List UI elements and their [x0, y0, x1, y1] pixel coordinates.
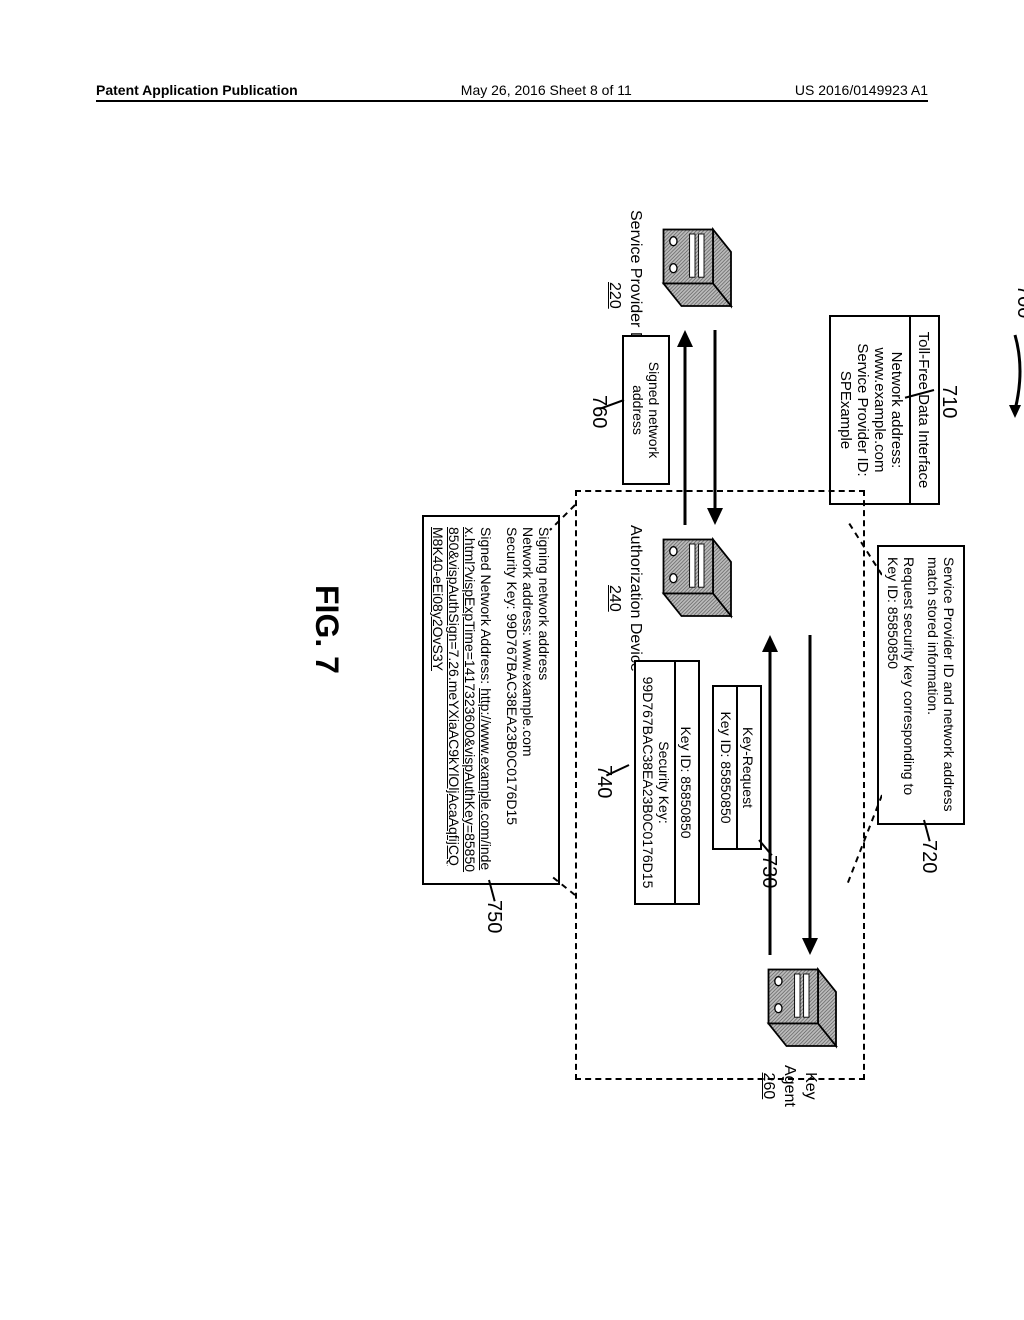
box710-line3: Service Provider ID:: [854, 327, 871, 493]
box740-l3: 99D767BAC38EA23B0C0176D15: [640, 666, 656, 899]
box710-line4: SPExample: [837, 327, 854, 493]
box750-signed: Signed Network Address: http://www.examp…: [430, 527, 494, 873]
box-760: Signed network address: [622, 335, 670, 485]
box-730: Key-Request Key ID: 85850850: [712, 685, 762, 850]
box730-l2: Key ID: 85850850: [718, 691, 734, 844]
box-710: Toll-Free Data Interface Network address…: [829, 315, 940, 505]
dashed-lead-750: [545, 495, 580, 905]
box730-l1: Key-Request: [740, 691, 756, 844]
box750-l4a: Signed Network Address:: [478, 527, 494, 688]
ref-720: 720: [917, 840, 940, 873]
box750-l2: Network address: www.example.com: [520, 527, 536, 873]
box740-l2: Security Key:: [656, 666, 672, 899]
box710-line1: Network address:: [888, 327, 905, 493]
ref-740: 740: [592, 765, 615, 798]
box-740: Key ID: 85850850 Security Key: 99D767BAC…: [634, 660, 700, 905]
ref-750: 750: [482, 900, 505, 933]
box740-l1: Key ID: 85850850: [678, 666, 694, 899]
header-left: Patent Application Publication: [96, 82, 298, 98]
ref-700: 700: [1012, 285, 1024, 318]
box750-l3: Security Key: 99D767BAC38EA23B0C0176D15: [504, 527, 520, 873]
figure-7-diagram: 700 Service Provider Device 220 Toll-Fre…: [50, 235, 1010, 1075]
header-right: US 2016/0149923 A1: [795, 82, 928, 98]
box-750: Signing network address Network address:…: [422, 515, 560, 885]
box710-line2: www.example.com: [871, 327, 888, 493]
header-center: May 26, 2016 Sheet 8 of 11: [461, 82, 632, 98]
dashed-lead-720: [842, 515, 882, 915]
ref-760: 760: [587, 395, 610, 428]
page-header: Patent Application Publication May 26, 2…: [0, 82, 1024, 98]
ref-730: 730: [757, 855, 780, 888]
spd-id: 220: [606, 282, 623, 309]
box760-l1: Signed network address: [630, 362, 662, 459]
box720-line2: Request security key corresponding to Ke…: [885, 557, 917, 813]
box720-line1: Service Provider ID and network address …: [925, 557, 957, 813]
ref-710: 710: [937, 385, 960, 418]
ref-700-arrow: [1000, 330, 1024, 420]
spd-auth-arrows: [660, 320, 730, 530]
box710-title: Toll-Free Data Interface: [915, 327, 932, 493]
header-rule: [96, 100, 928, 102]
box-720: Service Provider ID and network address …: [877, 545, 965, 825]
service-provider-server-icon: [650, 215, 740, 325]
figure-label: FIG. 7: [308, 585, 345, 674]
